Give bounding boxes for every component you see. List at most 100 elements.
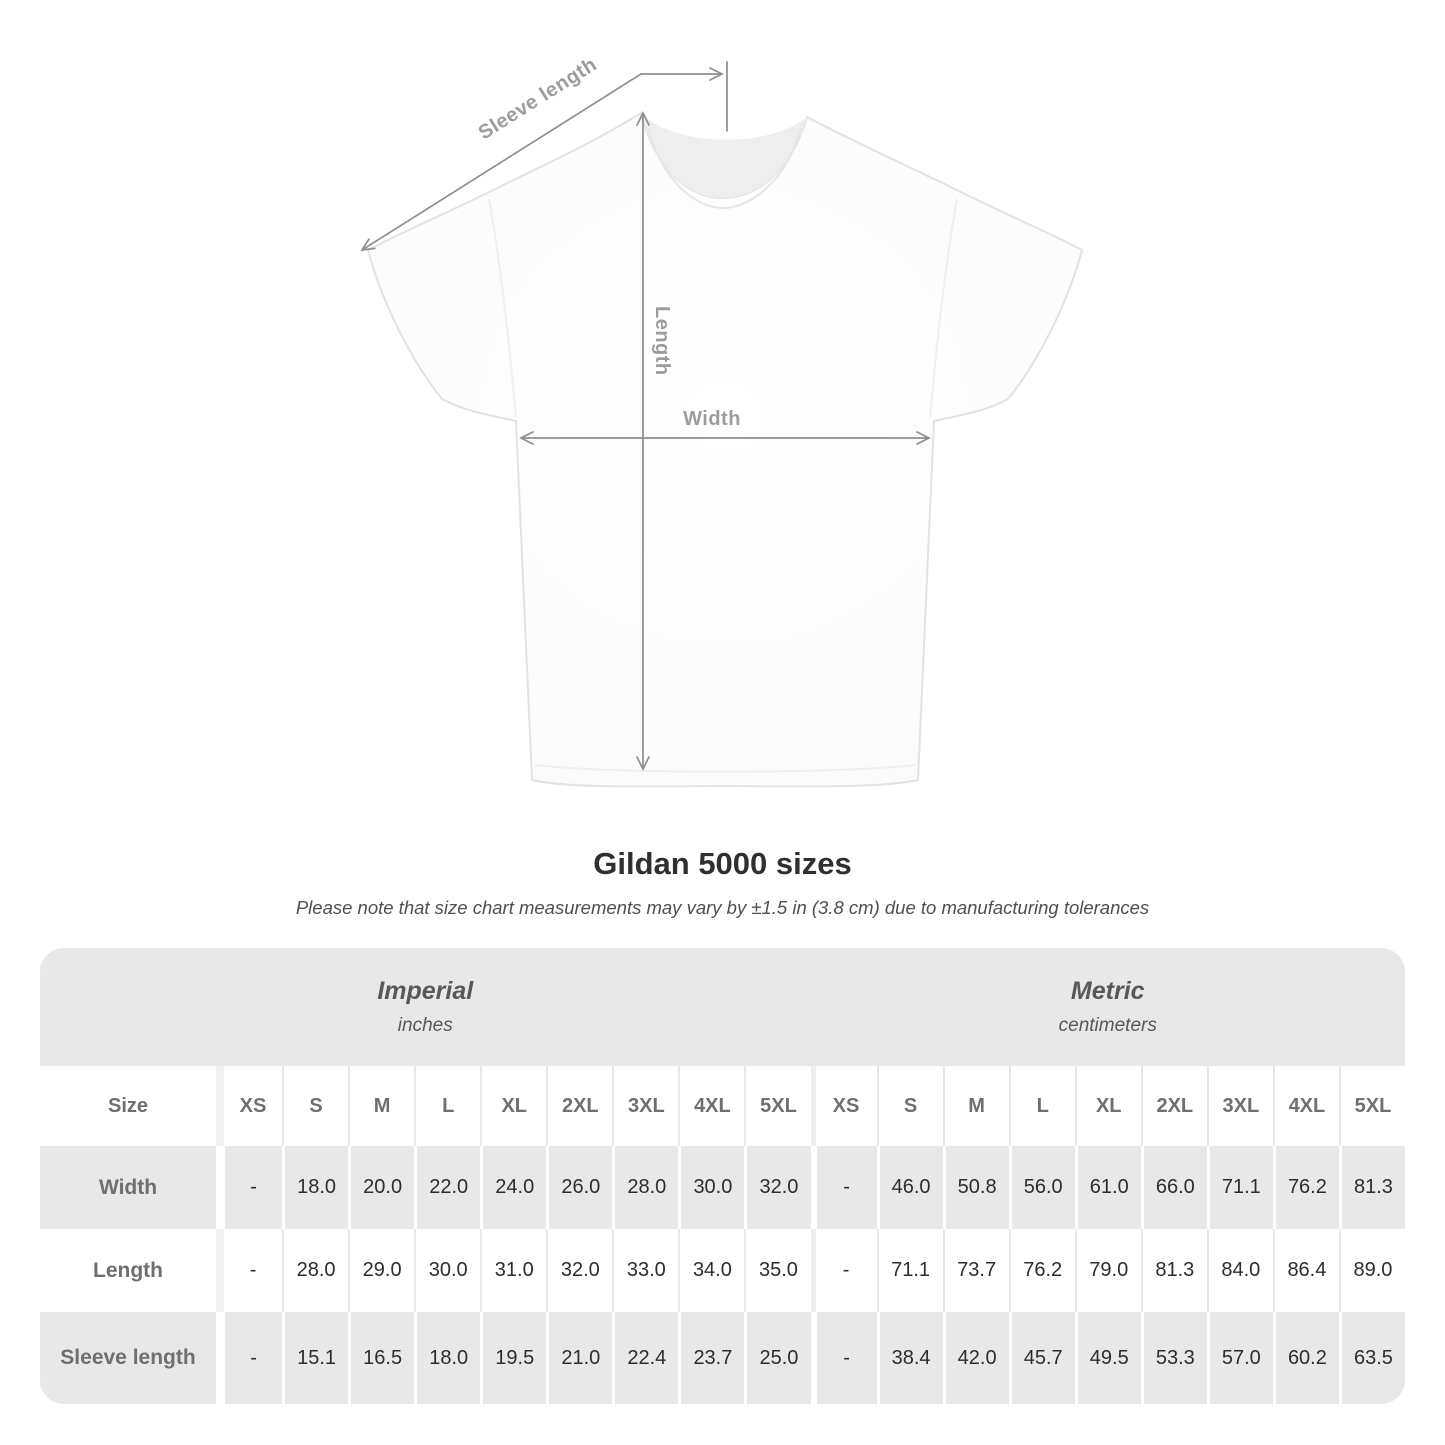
length-dim-bottom-arrow [636,756,650,771]
cell: 38.4 [876,1312,943,1404]
cell: 76.2 [1272,1146,1339,1229]
size-header-metric-s: S [876,1066,943,1146]
size-header-imperial-3xl: 3XL [612,1066,678,1146]
size-header-metric-4xl: 4XL [1272,1066,1339,1146]
size-corner-header: Size [107,1094,149,1117]
cell: 15.1 [282,1312,348,1404]
cell: 18.0 [414,1312,480,1404]
size-header-metric-xs: XS [810,1066,877,1146]
size-header-metric-m: M [942,1066,1009,1146]
cell: 24.0 [480,1146,546,1229]
cell: 32.0 [546,1229,612,1312]
cell: 81.3 [1140,1229,1207,1312]
cell: 16.5 [348,1312,414,1404]
cell: 50.8 [942,1146,1009,1229]
cell: 23.7 [678,1312,744,1404]
cell: - [810,1229,877,1312]
cell: 33.0 [612,1229,678,1312]
imperial-unit: inches [397,1015,453,1036]
size-header-metric-xl: XL [1074,1066,1141,1146]
size-header-metric-5xl: 5XL [1338,1066,1405,1146]
size-header-imperial-4xl: 4XL [678,1066,744,1146]
cell: 30.0 [678,1146,744,1229]
cell: 53.3 [1140,1312,1207,1404]
size-header-metric-2xl: 2XL [1140,1066,1207,1146]
cell: 31.0 [480,1229,546,1312]
cell: 89.0 [1338,1229,1405,1312]
size-header-imperial-2xl: 2XL [546,1066,612,1146]
sleeve-length-label: Sleeve length [475,53,601,144]
row-label: Width [98,1175,158,1199]
metric-header: Metric centimeters [811,948,1406,1066]
size-header-imperial-xs: XS [216,1066,282,1146]
tshirt-image [366,111,1084,788]
table-row-length: Length - 28.0 29.0 30.0 31.0 32.0 33.0 3… [40,1229,1405,1312]
cell: 32.0 [744,1146,810,1229]
cell: 26.0 [546,1146,612,1229]
cell: 46.0 [876,1146,943,1229]
cell: 66.0 [1140,1146,1207,1229]
cell: 20.0 [348,1146,414,1229]
cell: 25.0 [744,1312,810,1404]
cell: 45.7 [1008,1312,1075,1404]
size-header-metric-3xl: 3XL [1206,1066,1273,1146]
cell: 35.0 [744,1229,810,1312]
cell: 79.0 [1074,1229,1141,1312]
cell: 71.1 [876,1229,943,1312]
cell: - [216,1312,282,1404]
metric-label: Metric [1070,977,1145,1005]
sleeve-dim-diagonal-line [361,73,642,251]
imperial-header: Imperial inches [40,948,811,1066]
cell: 19.5 [480,1312,546,1404]
size-header-row: Size XS S M L XL 2XL 3XL 4XL 5XL XS S M … [40,1066,1405,1146]
cell: 22.0 [414,1146,480,1229]
cell: 22.4 [612,1312,678,1404]
cell: 71.1 [1206,1146,1273,1229]
cell: 21.0 [546,1312,612,1404]
cell: 86.4 [1272,1229,1339,1312]
sleeve-dim-end-arrow [360,238,376,252]
cell: 49.5 [1074,1312,1141,1404]
cell: 34.0 [678,1229,744,1312]
cell: 28.0 [282,1229,348,1312]
row-label: Sleeve length [60,1346,196,1369]
page-title: Gildan 5000 sizes [593,846,852,881]
cell: 57.0 [1206,1312,1273,1404]
table-row-width: Width - 18.0 20.0 22.0 24.0 26.0 28.0 30… [40,1146,1405,1229]
cell: 60.2 [1272,1312,1339,1404]
cell: 61.0 [1074,1146,1141,1229]
width-dim-right-arrow [916,431,931,445]
cell: - [810,1312,877,1404]
length-dim-top-arrow [636,111,650,126]
width-dim-left-arrow [519,431,534,445]
cell: 42.0 [942,1312,1009,1404]
cell: 63.5 [1338,1312,1405,1404]
width-label: Width [683,408,741,430]
tolerance-note: Please note that size chart measurements… [295,897,1150,918]
cell: 81.3 [1338,1146,1405,1229]
tshirt-measurement-diagram: Sleeve length Length Width [360,53,1084,788]
cell: 73.7 [942,1229,1009,1312]
size-header-imperial-l: L [414,1066,480,1146]
imperial-label: Imperial [377,977,474,1005]
cell: - [810,1146,877,1229]
metric-unit: centimeters [1058,1015,1157,1036]
length-label: Length [651,306,673,376]
dimension-lines [360,61,931,771]
cell: 84.0 [1206,1229,1273,1312]
cell: 18.0 [282,1146,348,1229]
sleeve-dim-right-arrow [709,67,724,81]
unit-header-row: Imperial inches Metric centimeters [40,948,1405,1066]
cell: - [216,1146,282,1229]
table-row-sleeve-length: Sleeve length - 15.1 16.5 18.0 19.5 21.0… [40,1312,1405,1404]
size-table: Imperial inches Metric centimeters Size … [40,948,1405,1404]
cell: 30.0 [414,1229,480,1312]
size-header-imperial-m: M [348,1066,414,1146]
cell: 29.0 [348,1229,414,1312]
size-header-imperial-xl: XL [480,1066,546,1146]
cell: 56.0 [1008,1146,1075,1229]
size-header-metric-l: L [1008,1066,1075,1146]
size-header-imperial-s: S [282,1066,348,1146]
cell: 76.2 [1008,1229,1075,1312]
